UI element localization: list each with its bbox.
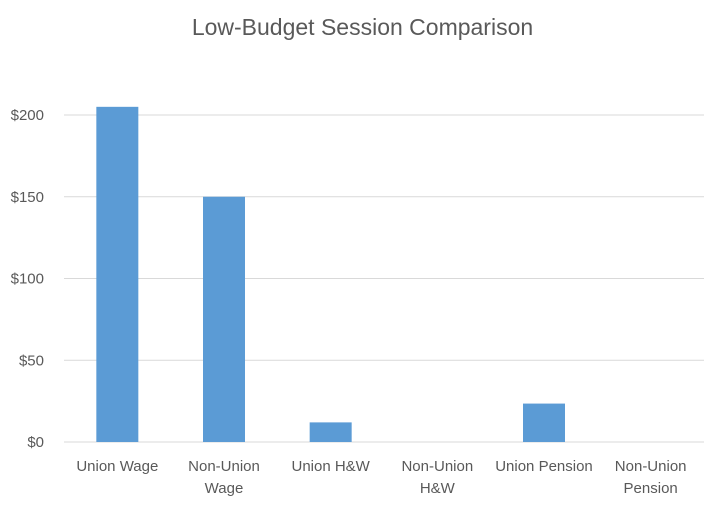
x-tick-label: Non-Union Wage [188, 458, 260, 497]
bar [523, 403, 565, 442]
x-tick-label: Non-Union H&W [401, 458, 473, 497]
x-tick-label: Non-Union Pension [615, 458, 687, 497]
bar [96, 106, 139, 442]
bar [309, 422, 352, 442]
x-axis-labels: Union Wage Non-Union Wage Union H&W Non-Unio… [76, 458, 686, 497]
gridlines [64, 114, 704, 443]
y-tick-label: $100 [11, 271, 44, 288]
y-tick-label: $150 [11, 189, 44, 206]
bar [203, 196, 245, 442]
chart-title: Low-Budget Session Comparison [191, 14, 534, 40]
y-tick-label: $0 [27, 434, 44, 451]
x-tick-label: Union Pension [495, 458, 593, 475]
y-tick-label: $200 [11, 107, 44, 124]
x-tick-label: Union Wage [76, 458, 158, 475]
y-tick-label: $50 [19, 352, 44, 369]
y-axis-ticks: $0 $50 $100 $150 $200 [11, 107, 44, 451]
x-tick-label: Union H&W [291, 458, 370, 475]
bars [96, 106, 565, 442]
